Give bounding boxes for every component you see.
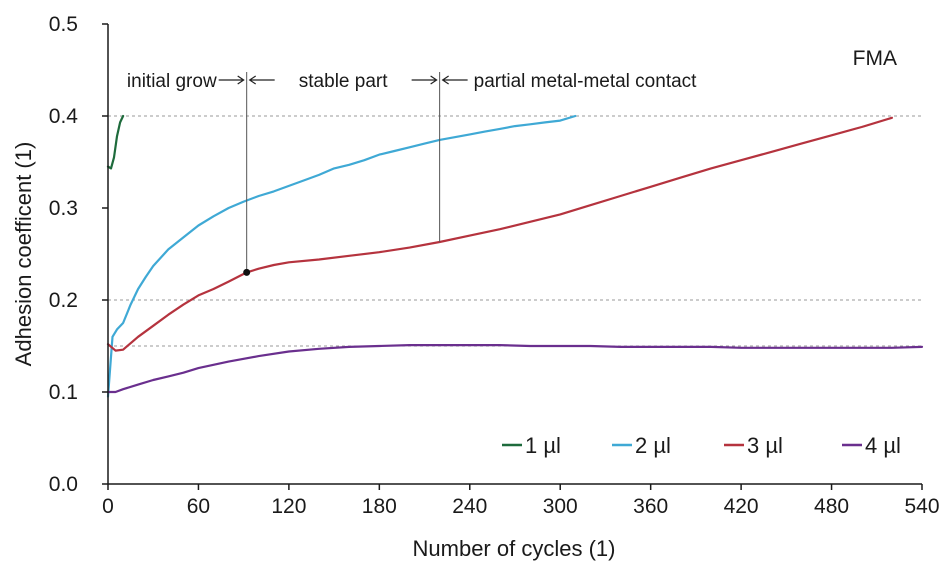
x-tick-label: 420	[724, 495, 759, 518]
x-tick-label: 360	[633, 495, 668, 518]
x-tick-label: 180	[362, 495, 397, 518]
legend: 1 µl 2 µl 3 µl 4 µl	[502, 433, 901, 458]
x-tick-label: 240	[452, 495, 487, 518]
phase-arrow	[218, 75, 245, 85]
series-line-3	[106, 116, 894, 352]
x-tick-label: 0	[102, 495, 114, 518]
y-tick-label: 0.3	[49, 197, 78, 220]
phase-annotations: initial grow stable part partial metal-met…	[127, 71, 697, 276]
phase-label: initial grow	[127, 71, 217, 92]
axis-ticks: 0 60 120 180 240 300 360 420 480 540 0.0 0.1 0.2 0.3 0…	[49, 13, 940, 518]
reference-lines	[108, 115, 922, 347]
phase-arrow	[248, 75, 275, 85]
x-tick-label: 120	[271, 495, 306, 518]
legend-label: 4 µl	[865, 433, 901, 458]
series-line-1	[106, 114, 125, 170]
legend-label: 2 µl	[635, 433, 671, 458]
y-tick-label: 0.1	[49, 381, 78, 404]
x-tick-label: 540	[904, 495, 939, 518]
x-tick-label: 300	[543, 495, 578, 518]
legend-label: 3 µl	[747, 433, 783, 458]
series-lines	[106, 114, 924, 398]
axes	[107, 24, 922, 485]
corner-label: FMA	[853, 47, 897, 70]
phase-label: partial metal-metal contact	[474, 71, 698, 92]
x-axis-title: Number of cycles (1)	[413, 536, 616, 561]
y-tick-label: 0.2	[49, 289, 78, 312]
y-tick-label: 0.5	[49, 13, 78, 36]
y-axis-title: Adhesion coefficent (1)	[11, 142, 36, 367]
series-line-4	[106, 344, 924, 394]
series-line-2	[106, 114, 577, 398]
legend-label: 1 µl	[525, 433, 561, 458]
phase-label: stable part	[299, 71, 388, 92]
x-tick-label: 60	[187, 495, 210, 518]
x-tick-label: 480	[814, 495, 849, 518]
phase-arrow	[441, 75, 468, 85]
phase-arrow	[411, 75, 438, 85]
y-tick-label: 0.0	[49, 473, 78, 496]
y-tick-label: 0.4	[49, 105, 79, 128]
phase-boundary-marker	[243, 268, 251, 276]
